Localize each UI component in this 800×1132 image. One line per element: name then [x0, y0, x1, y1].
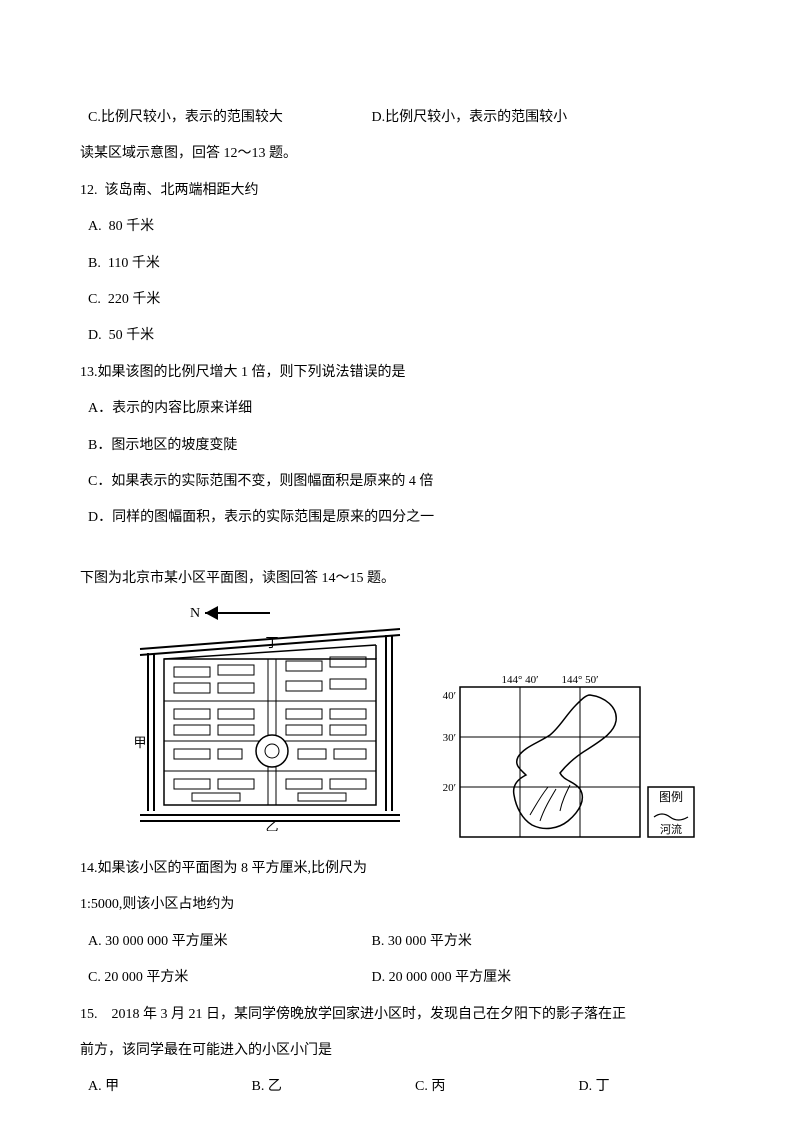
lat-mid-label: 13° 30′ [440, 732, 456, 744]
lat-bot-label: 13° 20′ [440, 782, 456, 794]
q12-stem: 12. 该岛南、北两端相距大约 [80, 173, 720, 209]
figure-island-map: 144° 40′ 144° 50′ 13° 40′ 13° 30′ 13° 20… [440, 671, 700, 847]
q15-b: B. 乙 [252, 1069, 412, 1105]
q15-a: A. 甲 [88, 1069, 248, 1105]
q14-c: C. 20 000 平方米 [88, 960, 368, 996]
figures-container: N [80, 601, 720, 847]
q15-stem1: 15. 2018 年 3 月 21 日，某同学傍晚放学回家进小区时，发现自己在夕… [80, 997, 720, 1033]
q15-stem2: 前方，该同学最在可能进入的小区小门是 [80, 1033, 720, 1069]
gate-left-label: 甲 [133, 735, 146, 750]
spacer [80, 537, 720, 561]
q15-c: C. 丙 [415, 1069, 575, 1105]
lat-top-label: 13° 40′ [440, 690, 456, 702]
q14-a: A. 30 000 000 平方厘米 [88, 924, 368, 960]
q15-row: A. 甲 B. 乙 C. 丙 D. 丁 [80, 1069, 720, 1105]
q12-c: C. 220 千米 [80, 282, 720, 318]
intro-12-13: 读某区域示意图，回答 12～13 题。 [80, 136, 720, 172]
q15-d: D. 丁 [579, 1069, 610, 1105]
legend-river: 河流 [660, 822, 682, 836]
q14-stem2: 1:5000,则该小区占地约为 [80, 887, 720, 923]
q13-a: A．表示的内容比原来详细 [80, 391, 720, 427]
q13-stem: 13.如果该图的比例尺增大 1 倍，则下列说法错误的是 [80, 355, 720, 391]
q14-stem1: 14.如果该小区的平面图为 8 平方厘米,比例尺为 [80, 851, 720, 887]
q13-c: C．如果表示的实际范围不变，则图幅面积是原来的 4 倍 [80, 464, 720, 500]
q14-row-ab: A. 30 000 000 平方厘米 B. 30 000 平方米 [80, 924, 720, 960]
lon-right-label: 144° 50′ [561, 674, 598, 686]
q12-b: B. 110 千米 [80, 246, 720, 282]
gate-bottom-label: 乙 [265, 819, 278, 831]
q13-b: B．图示地区的坡度变陡 [80, 428, 720, 464]
q12-d: D. 50 千米 [80, 318, 720, 354]
lon-left-label: 144° 40′ [501, 674, 538, 686]
option-d: D.比例尺较小，表示的范围较小 [372, 100, 568, 136]
option-c: C.比例尺较小，表示的范围较大 [88, 100, 368, 136]
north-arrow-icon: N [190, 606, 270, 621]
q14-row-cd: C. 20 000 平方米 D. 20 000 000 平方厘米 [80, 960, 720, 996]
legend-title: 图例 [659, 790, 683, 804]
top-option-row: C.比例尺较小，表示的范围较大 D.比例尺较小，表示的范围较小 [80, 100, 720, 136]
q14-b: B. 30 000 平方米 [372, 924, 472, 960]
q12-a: A. 80 千米 [80, 209, 720, 245]
north-label: N [190, 606, 200, 621]
q13-d: D．同样的图幅面积，表示的实际范围是原来的四分之一 [80, 500, 720, 536]
intro-14-15: 下图为北京市某小区平面图，读图回答 14～15 题。 [80, 561, 720, 597]
gate-top-label: 丁 [265, 635, 278, 650]
figure-community-plan: N [130, 601, 410, 831]
q14-d: D. 20 000 000 平方厘米 [372, 960, 512, 996]
